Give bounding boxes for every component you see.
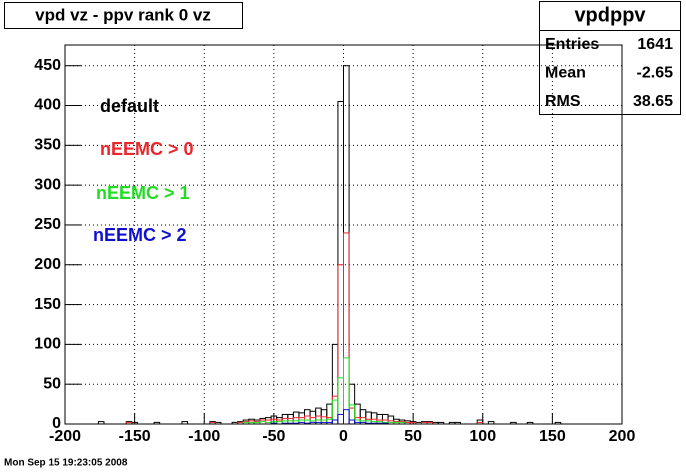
x-tick-label: -150 bbox=[119, 428, 151, 445]
x-tick-label: -200 bbox=[49, 428, 81, 445]
x-tick-label: 200 bbox=[609, 428, 636, 445]
stats-value: 1641 bbox=[637, 36, 673, 53]
y-tick-label: 50 bbox=[43, 375, 61, 392]
x-tick-label: 0 bbox=[339, 428, 348, 445]
legend-label: nEEMC > 2 bbox=[93, 225, 187, 245]
y-tick-label: 0 bbox=[52, 415, 61, 432]
plot-frame bbox=[64, 44, 623, 425]
y-tick-label: 250 bbox=[34, 216, 61, 233]
legend-label: default bbox=[100, 96, 159, 116]
y-tick-label: 150 bbox=[34, 296, 61, 313]
y-tick-label: 350 bbox=[34, 137, 61, 154]
title-box bbox=[4, 2, 243, 29]
x-tick-label: 50 bbox=[404, 428, 422, 445]
stats-title: vpdppv bbox=[574, 4, 646, 26]
x-tick-label: -50 bbox=[262, 428, 285, 445]
y-tick-label: 100 bbox=[34, 336, 61, 353]
y-tick-label: 400 bbox=[34, 97, 61, 114]
y-tick-label: 300 bbox=[34, 176, 61, 193]
stats-label: RMS bbox=[545, 93, 581, 110]
stats-label: Mean bbox=[545, 65, 586, 82]
stats-box bbox=[539, 1, 681, 115]
x-tick-label: 150 bbox=[539, 428, 566, 445]
timestamp: Mon Sep 15 19:23:05 2008 bbox=[4, 458, 128, 469]
x-tick-label: 100 bbox=[469, 428, 496, 445]
legend-label: nEEMC > 1 bbox=[96, 183, 190, 203]
stats-value: 38.65 bbox=[633, 93, 673, 110]
y-tick-label: 200 bbox=[34, 256, 61, 273]
stats-value: -2.65 bbox=[637, 65, 674, 82]
legend-label: nEEMC > 0 bbox=[100, 139, 194, 159]
y-tick-label: 450 bbox=[34, 57, 61, 74]
x-tick-label: -100 bbox=[188, 428, 220, 445]
chart-title: vpd vz - ppv rank 0 vz bbox=[35, 5, 211, 24]
